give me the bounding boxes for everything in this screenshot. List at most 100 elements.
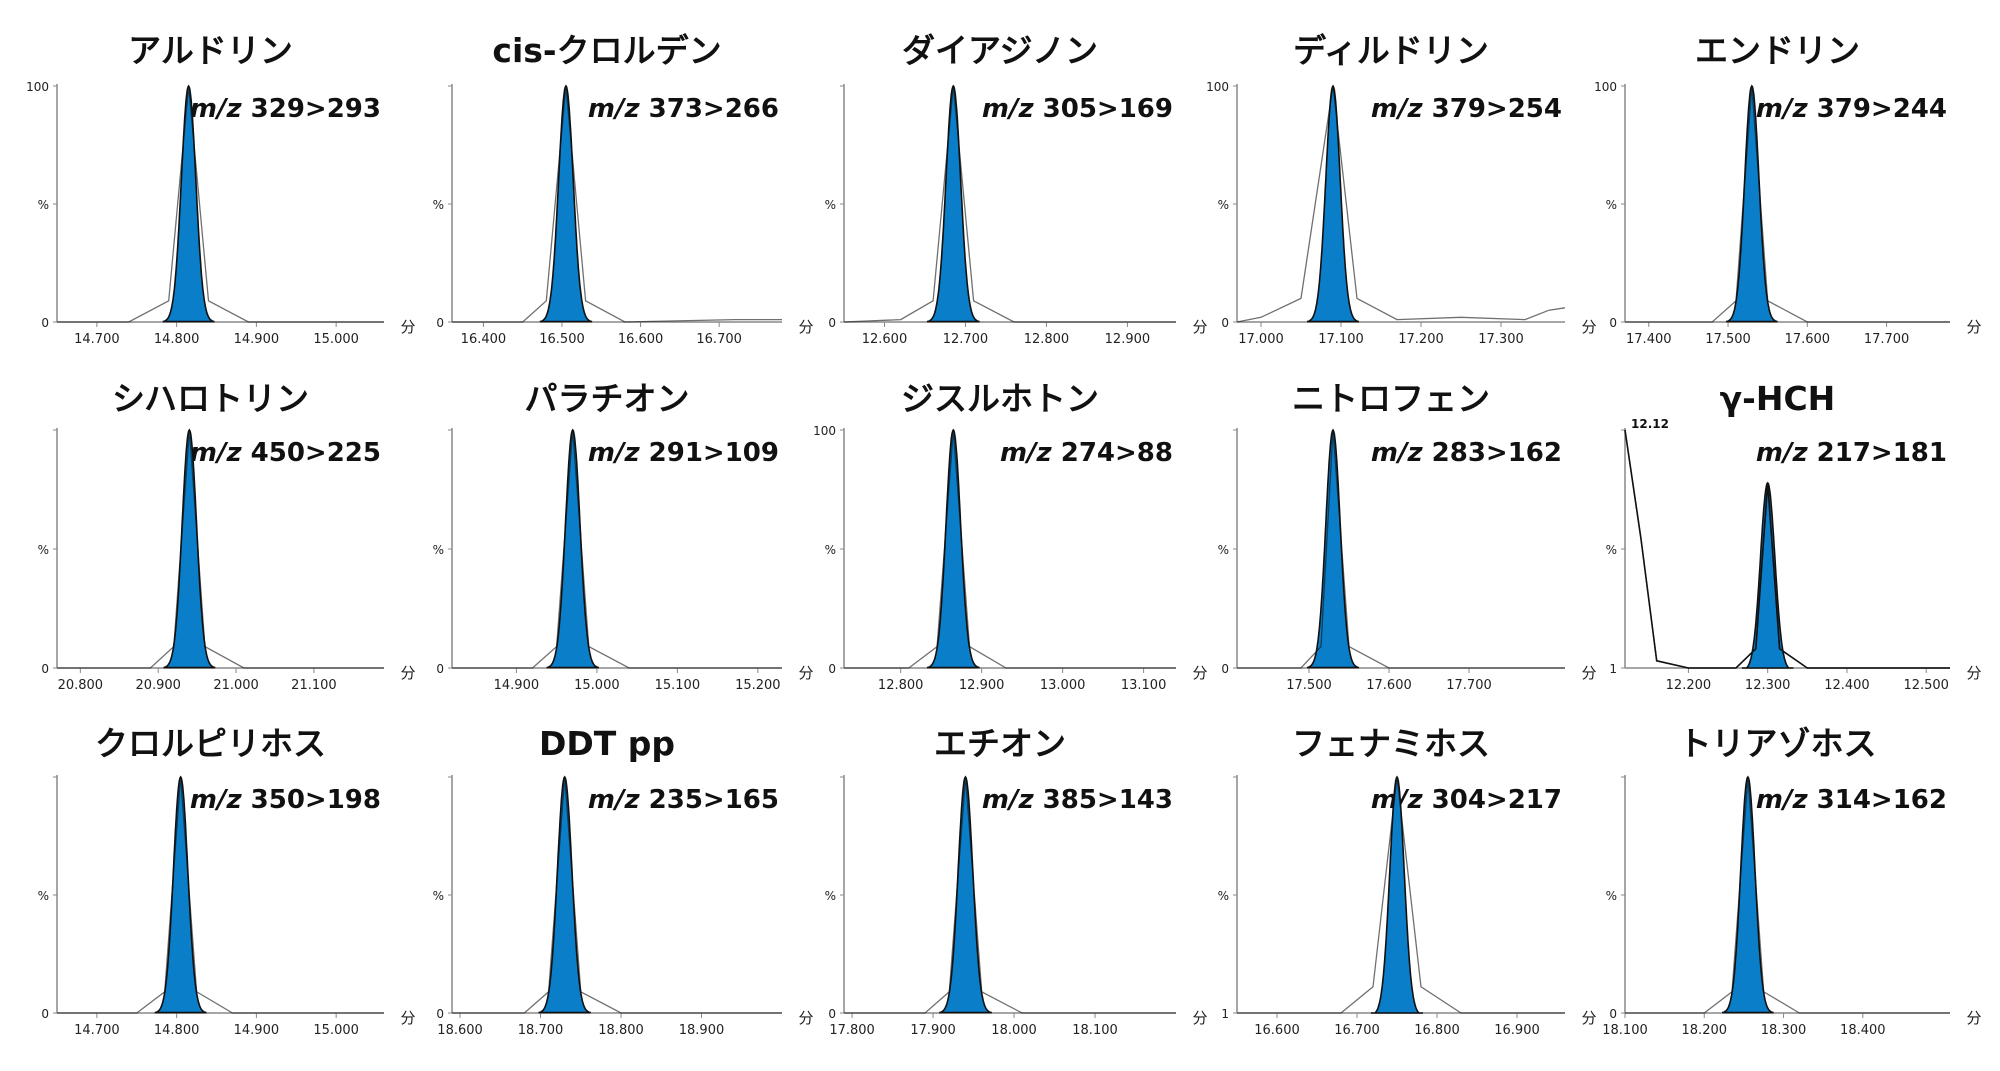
chart-title: ジスルホトン <box>901 379 1099 418</box>
y-tick-label: 0 <box>1609 1007 1617 1021</box>
x-tick-label: 12.800 <box>1024 332 1070 347</box>
x-tick-label: 17.700 <box>1864 332 1910 347</box>
y-tick-label: 0 <box>436 662 444 676</box>
peak-area <box>926 428 980 669</box>
chart-title: DDT pp <box>539 724 675 763</box>
chart-title: ディルドリン <box>1293 31 1489 70</box>
x-tick-label: 16.900 <box>1494 1023 1540 1038</box>
x-tick-label: 12.900 <box>1105 332 1151 347</box>
x-tick-label: 14.900 <box>234 332 280 347</box>
time-unit-label: 分 <box>798 664 813 682</box>
chart-title: クロルピリホス <box>95 724 326 763</box>
mz-transition: 235>165 <box>649 785 779 815</box>
y-tick-label: 0 <box>41 662 49 676</box>
y-tick-label: % <box>38 889 49 903</box>
x-tick-label: 12.700 <box>943 332 989 347</box>
mz-label: m/z 329>293 <box>190 94 381 124</box>
x-tick-label: 12.800 <box>878 678 924 693</box>
x-tick-label: 18.300 <box>1761 1023 1807 1038</box>
chromatogram-panel: ジスルホトン m/z 274>88 100% 0 12.800 12.900 13.000 1… <box>813 379 1207 693</box>
time-unit-label: 分 <box>1192 664 1207 682</box>
peak-area <box>1306 428 1360 669</box>
mz-prefix: m/z <box>1000 438 1061 468</box>
x-tick-label: 14.800 <box>154 1023 200 1038</box>
y-tick-label: 0 <box>828 316 836 330</box>
x-tick-label: 17.600 <box>1366 678 1412 693</box>
mz-transition: 314>162 <box>1817 785 1947 815</box>
y-tick-label: 0 <box>436 316 444 330</box>
mz-prefix: m/z <box>1756 438 1817 468</box>
x-tick-label: 13.100 <box>1121 678 1167 693</box>
x-tick-label: 14.700 <box>74 332 120 347</box>
x-tick-label: 20.900 <box>135 678 181 693</box>
chromatogram-panel: エチオン m/z 385>143% 0 17.800 17.900 18.000 18.10… <box>825 724 1208 1038</box>
mz-label: m/z 450>225 <box>190 438 381 468</box>
peak-area <box>1741 481 1794 669</box>
mz-transition: 305>169 <box>1043 94 1173 124</box>
x-tick-label: 12.200 <box>1666 678 1712 693</box>
x-tick-label: 18.000 <box>991 1023 1037 1038</box>
trace-line <box>57 776 384 1014</box>
y-tick-label: 0 <box>828 662 836 676</box>
x-tick-label: 14.900 <box>494 678 540 693</box>
trace-line <box>1237 429 1565 669</box>
x-tick-label: 16.400 <box>461 332 507 347</box>
x-tick-label: 12.300 <box>1745 678 1791 693</box>
mz-transition: 350>198 <box>251 785 381 815</box>
y-tick-label: % <box>1606 889 1617 903</box>
x-tick-label: 14.900 <box>234 1023 280 1038</box>
mz-label: m/z 217>181 <box>1756 438 1947 468</box>
x-tick-label: 17.900 <box>910 1023 956 1038</box>
y-tick-label: % <box>825 198 836 212</box>
mz-transition: 385>143 <box>1043 785 1173 815</box>
x-tick-label: 15.200 <box>735 678 781 693</box>
chromatogram-panel: エンドリン m/z 379>244 100% 0 17.400 17.500 17.600 1… <box>1594 31 1981 347</box>
time-unit-label: 分 <box>400 664 415 682</box>
y-tick-label: % <box>38 198 49 212</box>
x-tick-label: 18.900 <box>679 1023 725 1038</box>
trace-line <box>57 85 384 323</box>
chart-title: シハロトリン <box>112 379 309 418</box>
y-tick-label: % <box>825 543 836 557</box>
y-tick-label: 100 <box>813 424 836 438</box>
mz-prefix: m/z <box>982 785 1043 815</box>
y-tick-label: 100 <box>26 80 49 94</box>
mz-prefix: m/z <box>190 438 251 468</box>
chromatogram-panel: パラチオン m/z 291>109% 0 14.900 15.000 15.100 15.2… <box>433 379 814 693</box>
x-tick-label: 21.100 <box>291 678 337 693</box>
trace-line <box>1625 85 1950 323</box>
mz-label: m/z 305>169 <box>982 94 1173 124</box>
x-tick-label: 17.000 <box>1238 332 1284 347</box>
chart-title: γ-HCH <box>1720 379 1836 418</box>
mz-transition: 283>162 <box>1432 438 1562 468</box>
x-tick-label: 17.100 <box>1318 332 1364 347</box>
x-tick-label: 16.800 <box>1414 1023 1460 1038</box>
x-tick-label: 15.000 <box>313 332 359 347</box>
y-tick-label: % <box>1606 198 1617 212</box>
x-tick-label: 16.600 <box>1254 1023 1300 1038</box>
trace-line <box>452 85 782 323</box>
trace-line <box>57 429 384 669</box>
mz-prefix: m/z <box>588 785 649 815</box>
trace-line <box>844 429 1176 669</box>
y-tick-label: 0 <box>828 1007 836 1021</box>
x-tick-label: 17.700 <box>1446 678 1492 693</box>
chromatogram-panel: γ-HCH m/z 217>181% 1 12.200 12.300 12.400 12.5… <box>1606 379 1982 693</box>
time-unit-label: 分 <box>1966 1009 1981 1027</box>
time-unit-label: 分 <box>1581 1009 1596 1027</box>
y-tick-label: % <box>1218 889 1229 903</box>
peak-area <box>538 775 591 1014</box>
y-tick-label: % <box>433 889 444 903</box>
mz-label: m/z 385>143 <box>982 785 1173 815</box>
mz-prefix: m/z <box>1371 94 1432 124</box>
mz-transition: 379>254 <box>1432 94 1562 124</box>
mz-prefix: m/z <box>982 94 1043 124</box>
chart-title: エチオン <box>934 724 1066 763</box>
x-tick-label: 18.800 <box>598 1023 644 1038</box>
mz-transition: 329>293 <box>251 94 381 124</box>
time-unit-label: 分 <box>400 318 415 336</box>
y-tick-label: % <box>825 889 836 903</box>
y-tick-label: 0 <box>41 1007 49 1021</box>
x-tick-label: 16.700 <box>1334 1023 1380 1038</box>
mz-transition: 304>217 <box>1432 785 1562 815</box>
